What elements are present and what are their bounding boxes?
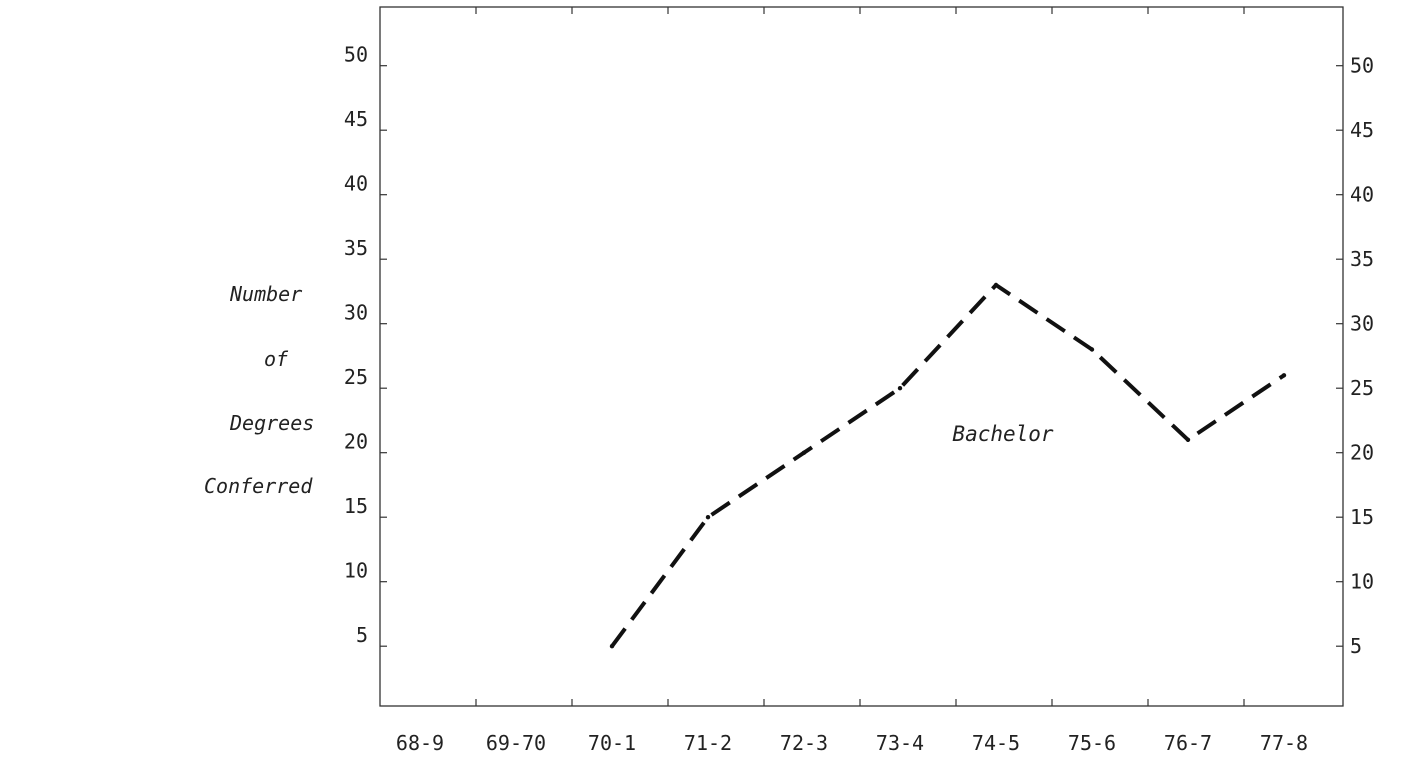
data-point <box>801 450 807 455</box>
y-tick-label-left: 45 <box>344 107 368 131</box>
x-tick-label: 68-9 <box>396 731 444 755</box>
x-tick-label: 69-70 <box>486 731 546 755</box>
x-tick-label: 73-4 <box>876 731 924 755</box>
y-tick-label-left: 30 <box>344 301 368 325</box>
y-tick-label-left: 35 <box>344 236 368 260</box>
y-tick-label-right: 45 <box>1350 118 1374 142</box>
series-line-0 <box>610 283 1286 648</box>
y-tick-label-left: 10 <box>344 559 368 583</box>
y-tick-label-left: 20 <box>344 430 368 454</box>
data-point <box>1281 373 1287 378</box>
x-tick-label: 76-7 <box>1164 731 1212 755</box>
y-axis-label-line-3: Degrees <box>230 411 315 435</box>
data-point <box>1185 437 1191 442</box>
y-axis-label-line-1: Number <box>230 282 303 306</box>
y-tick-label-right: 25 <box>1350 376 1374 400</box>
y-axis-label-line-2: of <box>264 347 289 371</box>
y-tick-label-right: 20 <box>1350 441 1374 465</box>
plot-frame <box>379 6 1344 707</box>
y-axis-label-line-4: Conferred <box>204 474 313 498</box>
data-point <box>1089 347 1095 352</box>
y-tick-label-right: 5 <box>1350 634 1362 658</box>
x-tick-label: 71-2 <box>684 731 732 755</box>
x-tick-label: 72-3 <box>780 731 828 755</box>
y-tick-label-left: 50 <box>344 43 368 67</box>
y-tick-label-left: 40 <box>344 172 368 196</box>
x-tick-label: 75-6 <box>1068 731 1116 755</box>
x-tick-label: 74-5 <box>972 731 1020 755</box>
y-tick-label-right: 40 <box>1350 183 1374 207</box>
y-tick-label-right: 30 <box>1350 312 1374 336</box>
x-tick-label: 77-8 <box>1260 731 1308 755</box>
x-tick-label: 70-1 <box>588 731 636 755</box>
y-tick-label-right: 15 <box>1350 505 1374 529</box>
y-tick-label-left: 5 <box>356 623 368 647</box>
y-tick-label-left: 25 <box>344 365 368 389</box>
series-label: Bachelor <box>952 422 1054 446</box>
y-tick-label-right: 50 <box>1350 54 1374 78</box>
data-point <box>993 282 999 288</box>
data-point <box>609 644 615 649</box>
y-tick-label-right: 35 <box>1350 247 1374 271</box>
y-tick-label-right: 10 <box>1350 570 1374 594</box>
data-point <box>705 515 711 520</box>
data-point <box>897 386 903 391</box>
y-tick-label-left: 15 <box>344 494 368 518</box>
